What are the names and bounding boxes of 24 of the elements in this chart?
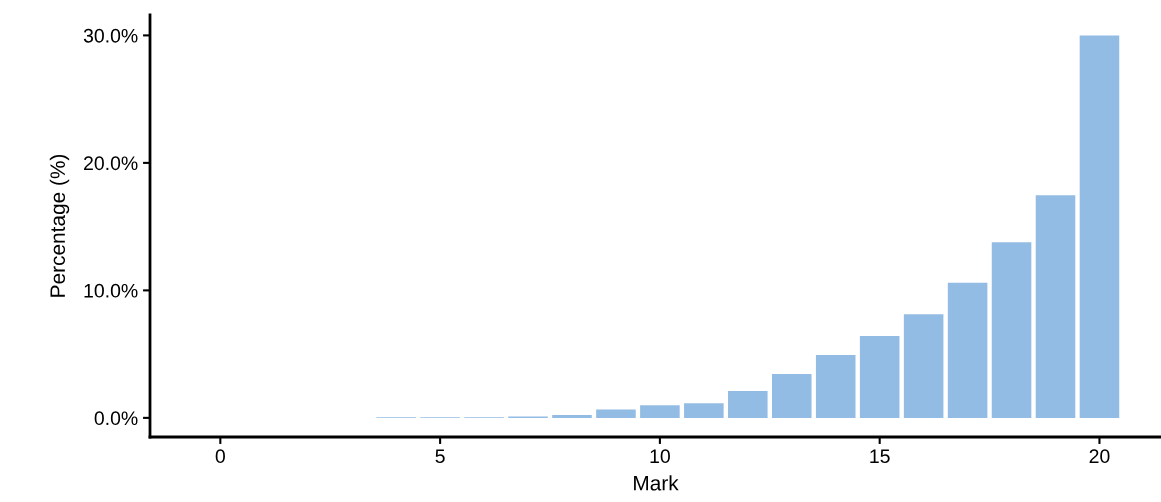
x-tick-label: 15 bbox=[870, 449, 890, 464]
y-tick-label: 20.0% bbox=[84, 156, 138, 171]
y-axis-title: Percentage (%) bbox=[49, 154, 70, 297]
bar bbox=[552, 414, 592, 418]
bar bbox=[640, 405, 680, 418]
bar bbox=[1079, 35, 1120, 418]
bar bbox=[991, 242, 1032, 418]
x-tick-label: 5 bbox=[435, 449, 445, 464]
bar bbox=[684, 403, 724, 418]
y-tick-label: 0.0% bbox=[94, 411, 138, 426]
bar bbox=[815, 355, 856, 418]
y-tick-label: 30.0% bbox=[83, 28, 138, 43]
bar bbox=[947, 282, 988, 418]
bar bbox=[728, 391, 768, 418]
bar bbox=[596, 409, 636, 418]
x-tick-label: 0 bbox=[215, 449, 225, 464]
x-tick-label: 20 bbox=[1089, 449, 1110, 464]
x-axis-title: Mark bbox=[634, 475, 679, 491]
bar bbox=[1035, 195, 1076, 418]
bar bbox=[859, 336, 900, 418]
y-tick-label: 10.0% bbox=[84, 283, 138, 298]
bar bbox=[771, 373, 812, 418]
bar bbox=[903, 314, 944, 418]
x-tick-label: 10 bbox=[650, 449, 670, 464]
